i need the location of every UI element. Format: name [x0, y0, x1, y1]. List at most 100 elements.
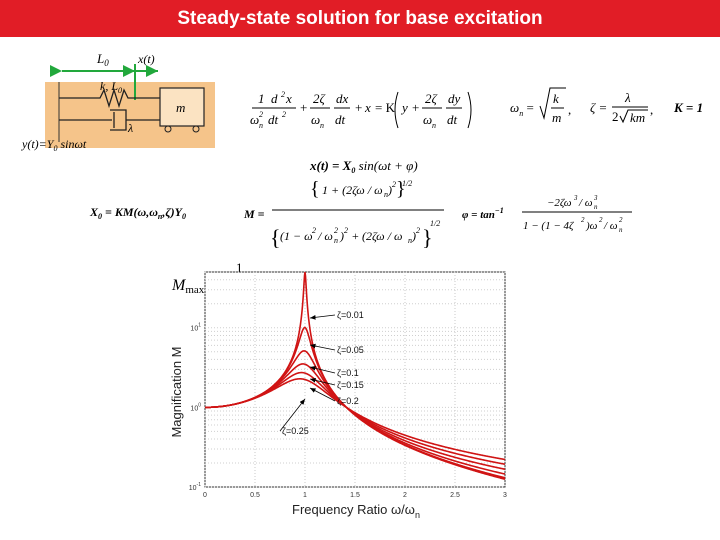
svg-text:1 + (2ζω / ω: 1 + (2ζω / ω — [322, 183, 383, 197]
base-excitation-diagram: L0 x(t) k, L0 λ m y(t)=Y0 sinωt — [21, 51, 215, 153]
svg-text:dx: dx — [336, 91, 349, 106]
svg-text:= K: = K — [375, 100, 396, 115]
svg-text:2: 2 — [344, 226, 348, 235]
svg-text:2: 2 — [599, 216, 603, 224]
svg-text:n: n — [384, 190, 388, 199]
svg-text:2: 2 — [612, 109, 619, 124]
svg-text:2: 2 — [416, 226, 420, 235]
x-tick-label: 1 — [303, 492, 307, 499]
svg-text:,: , — [650, 102, 653, 117]
svg-text:K = 1: K = 1 — [673, 100, 703, 115]
svg-text:n: n — [334, 236, 338, 245]
y-tick-label: 101 — [190, 323, 201, 333]
svg-text:d: d — [271, 91, 278, 106]
svg-text:1 − (1 − 4ζ: 1 − (1 − 4ζ — [523, 220, 575, 232]
svg-text:2: 2 — [581, 216, 585, 224]
y-tick-label: 10-1 — [189, 482, 201, 492]
svg-text:{: { — [310, 178, 320, 200]
svg-text:ω: ω — [250, 112, 259, 127]
svg-text:2: 2 — [282, 110, 286, 119]
annotation-arrow — [309, 387, 336, 402]
x-tick-label: 0.5 — [250, 492, 260, 499]
x-axis-label: Frequency Ratio ω/ωn — [292, 502, 420, 520]
svg-text:/ ω: / ω — [317, 229, 333, 243]
svg-text:1/2: 1/2 — [402, 179, 412, 188]
svg-text:dy: dy — [448, 91, 461, 106]
x-tick-label: 2 — [403, 492, 407, 499]
svg-text:2: 2 — [312, 226, 316, 235]
svg-text:n: n — [259, 121, 263, 130]
svg-text:k: k — [553, 91, 559, 106]
base-wall — [45, 82, 59, 142]
x-tick-label: 3 — [503, 492, 507, 499]
response-equation: x(t) = X0 sin(ωt + φ) — [309, 158, 418, 175]
svg-text:+: + — [412, 100, 419, 115]
svg-text:/ ω: / ω — [603, 220, 618, 232]
base-motion-label: y(t)=Y0 sinωt — [21, 137, 87, 153]
svg-text:ω: ω — [423, 112, 432, 127]
svg-text:2ζ: 2ζ — [425, 91, 438, 106]
series-label: ζ=0.25 — [282, 426, 309, 436]
series-label: ζ=0.01 — [337, 310, 364, 320]
parameter-definitions: ωn = k m , ζ = λ 2 km , K = 1 — [510, 87, 703, 125]
svg-text:2ζ: 2ζ — [313, 91, 326, 106]
annotation-arrow — [279, 398, 306, 432]
svg-text:φ = tan−1: φ = tan−1 — [462, 206, 504, 221]
svg-text:1/2: 1/2 — [430, 219, 440, 228]
svg-text:1: 1 — [258, 91, 265, 106]
svg-text:3: 3 — [573, 194, 578, 202]
svg-text:2: 2 — [619, 216, 623, 224]
svg-text:/ ω: / ω — [578, 197, 593, 209]
series-label: ζ=0.1 — [337, 368, 359, 378]
svg-text:n: n — [320, 121, 324, 130]
svg-text:dt: dt — [335, 112, 346, 127]
svg-text:): ) — [339, 229, 344, 243]
l0-label: L0 — [96, 51, 109, 68]
svg-text:2: 2 — [259, 110, 263, 119]
svg-text:,: , — [568, 102, 571, 117]
svg-text:x: x — [364, 100, 371, 115]
series-line-zeta-0.25 — [205, 378, 506, 461]
svg-text:n: n — [408, 236, 412, 245]
x-tick-label: 1.5 — [350, 492, 360, 499]
y-axis-label: Magnification M — [169, 346, 184, 437]
svg-text:ζ =: ζ = — [590, 100, 607, 115]
amplitude-equation: X0 = KM(ω,ωn,ζ)Y0 — [89, 205, 186, 221]
magnification-chart: 0 0.5 1 1.5 2 2.5 3 101 100 10-1 ζ=0.01 ζ=0.05 ζ=0.1… — [189, 271, 507, 499]
svg-text:n: n — [619, 226, 623, 234]
svg-text:): ) — [387, 183, 392, 197]
annotation-arrow — [309, 377, 336, 386]
svg-text:): ) — [411, 229, 416, 243]
svg-text:{: { — [270, 225, 281, 250]
svg-text:M =: M = — [243, 207, 265, 221]
svg-text:ω: ω — [311, 112, 320, 127]
damper-label: λ — [127, 121, 133, 135]
svg-text:n: n — [432, 121, 436, 130]
y-tick-label: 100 — [190, 402, 201, 412]
magnification-equation: M = { 1 + (2ζω / ω n) 2 } 1/2 { (1 − ω 2/ ω… — [243, 178, 444, 250]
mass-label: m — [176, 100, 185, 115]
svg-text:2: 2 — [281, 90, 285, 99]
svg-text:dt: dt — [447, 112, 458, 127]
svg-text:+: + — [355, 100, 362, 115]
svg-text:+: + — [352, 229, 359, 243]
svg-text:(2ζω / ω: (2ζω / ω — [362, 229, 402, 243]
annotation-arrow — [309, 343, 336, 351]
svg-text:+: + — [300, 100, 307, 115]
slide-title: Steady-state solution for base excitatio… — [0, 0, 720, 37]
svg-text:)ω: )ω — [585, 220, 598, 232]
mass-block — [159, 87, 205, 127]
spring — [59, 87, 160, 109]
svg-text:(1 − ω: (1 − ω — [280, 229, 313, 243]
svg-text:3: 3 — [593, 194, 598, 202]
svg-text:ωn =: ωn = — [510, 100, 534, 118]
series-label: ζ=0.15 — [337, 380, 364, 390]
series-label: ζ=0.05 — [337, 345, 364, 355]
series-label: ζ=0.2 — [337, 396, 359, 406]
svg-text:x: x — [285, 91, 292, 106]
svg-text:n: n — [594, 203, 598, 211]
svg-text:2: 2 — [392, 180, 396, 189]
svg-text:km: km — [630, 110, 645, 125]
svg-text:}: } — [396, 178, 406, 200]
